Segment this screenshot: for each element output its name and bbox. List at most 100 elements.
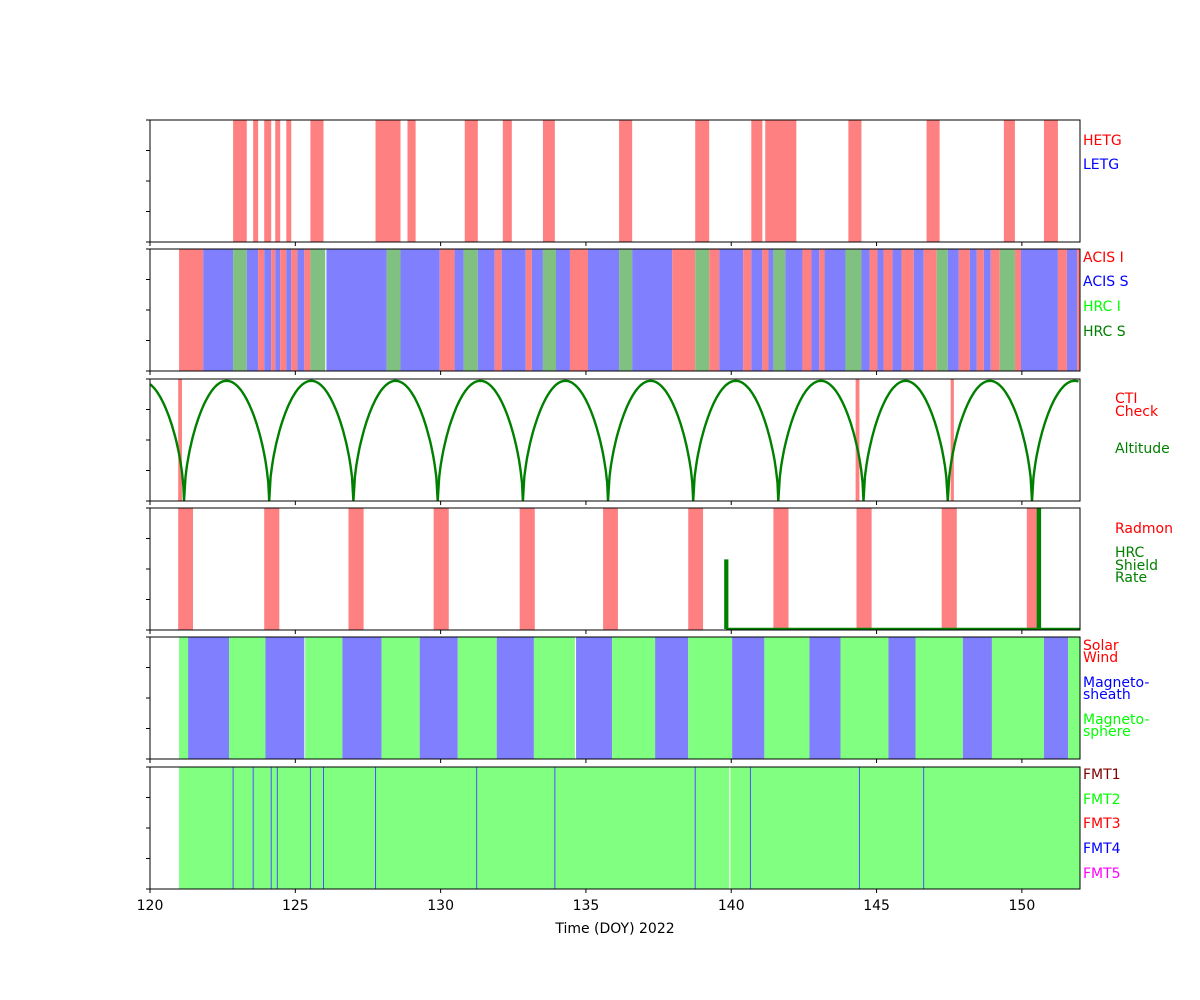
band-instrument-29 <box>619 249 633 371</box>
band-region-3 <box>265 637 305 759</box>
legend-region-4: Magneto- <box>1083 712 1149 728</box>
panel-altitude-content <box>150 379 1079 501</box>
band-instrument-18 <box>454 249 464 371</box>
band-grating-5 <box>310 120 324 242</box>
band-instrument-46 <box>861 249 870 371</box>
altitude-line <box>150 379 1079 501</box>
band-grating-3 <box>275 120 281 242</box>
band-region-14 <box>688 637 733 759</box>
legend-instrument-0: ACIS I <box>1083 250 1124 266</box>
band-region-12 <box>612 637 656 759</box>
band-region-18 <box>840 637 889 759</box>
band-instrument-63 <box>1021 249 1058 371</box>
band-region-0 <box>179 637 189 759</box>
band-grating-13 <box>751 120 763 242</box>
panel-instrument: ACIS I ACIS S HRC I HRC S <box>146 248 1129 375</box>
band-radiation-9 <box>941 508 957 630</box>
band-grating-11 <box>619 120 633 242</box>
band-grating-9 <box>502 120 512 242</box>
legend-radiation-0: Radmon <box>1115 521 1173 537</box>
band-instrument-37 <box>762 249 769 371</box>
band-radiation-5 <box>603 508 618 630</box>
legend-format-1: FMT2 <box>1083 792 1121 808</box>
band-region-9 <box>496 637 534 759</box>
band-instrument-60 <box>990 249 1000 371</box>
band-radiation-4 <box>519 508 535 630</box>
band-altitude-0 <box>178 379 182 501</box>
band-instrument-30 <box>632 249 673 371</box>
band-instrument-7 <box>275 249 281 371</box>
legend-instrument-2: HRC I <box>1083 299 1121 315</box>
band-instrument-54 <box>936 249 948 371</box>
band-instrument-20 <box>477 249 495 371</box>
legend-altitude-0: CTI <box>1115 391 1137 407</box>
band-instrument-36 <box>751 249 763 371</box>
band-radiation-2 <box>348 508 364 630</box>
band-format-1 <box>730 767 1080 889</box>
band-grating-7 <box>407 120 416 242</box>
band-radiation-0 <box>178 508 194 630</box>
band-instrument-38 <box>768 249 774 371</box>
band-region-1 <box>188 637 230 759</box>
band-grating-2 <box>264 120 272 242</box>
band-instrument-49 <box>883 249 893 371</box>
band-instrument-47 <box>869 249 878 371</box>
band-region-17 <box>809 637 841 759</box>
band-region-8 <box>457 637 497 759</box>
band-altitude-1 <box>855 379 860 501</box>
band-grating-16 <box>926 120 940 242</box>
panel-region-content <box>179 637 1080 759</box>
band-grating-8 <box>464 120 478 242</box>
band-region-4 <box>305 637 343 759</box>
band-instrument-26 <box>556 249 570 371</box>
band-instrument-1 <box>203 249 234 371</box>
hrc-shield-rate-line <box>724 508 1080 630</box>
band-region-10 <box>533 637 575 759</box>
band-region-7 <box>419 637 458 759</box>
band-instrument-32 <box>695 249 710 371</box>
band-instrument-42 <box>811 249 820 371</box>
band-instrument-40 <box>785 249 803 371</box>
panel-format-content <box>179 767 1080 889</box>
band-grating-1 <box>253 120 259 242</box>
band-instrument-43 <box>819 249 825 371</box>
band-region-6 <box>381 637 420 759</box>
band-region-16 <box>764 637 810 759</box>
band-region-19 <box>888 637 916 759</box>
band-grating-18 <box>1043 120 1058 242</box>
legend-altitude-1: Check <box>1115 404 1159 420</box>
band-format-0 <box>179 767 730 889</box>
band-instrument-58 <box>976 249 984 371</box>
band-instrument-17 <box>439 249 455 371</box>
panel-radiation-content <box>178 508 1080 630</box>
x-axis-label: Time (DOY) 2022 <box>554 921 674 937</box>
band-instrument-41 <box>802 249 812 371</box>
x-axis: 120 125 130 135 140 145 150 <box>137 898 1036 914</box>
band-instrument-65 <box>1066 249 1078 371</box>
band-instrument-44 <box>824 249 846 371</box>
band-region-20 <box>915 637 963 759</box>
legend-region-0: Solar <box>1083 638 1119 654</box>
band-instrument-64 <box>1057 249 1067 371</box>
band-instrument-45 <box>845 249 862 371</box>
band-region-23 <box>1043 637 1069 759</box>
legend-grating-0: HETG <box>1083 133 1122 149</box>
band-instrument-15 <box>386 249 401 371</box>
band-instrument-31 <box>672 249 696 371</box>
band-instrument-33 <box>709 249 720 371</box>
band-region-22 <box>991 637 1044 759</box>
band-region-21 <box>962 637 992 759</box>
band-region-5 <box>342 637 382 759</box>
band-instrument-39 <box>773 249 786 371</box>
legend-radiation-1: HRC <box>1115 545 1145 561</box>
band-instrument-21 <box>494 249 502 371</box>
band-grating-10 <box>542 120 555 242</box>
band-instrument-61 <box>999 249 1015 371</box>
band-instrument-57 <box>969 249 977 371</box>
band-region-24 <box>1068 637 1080 759</box>
